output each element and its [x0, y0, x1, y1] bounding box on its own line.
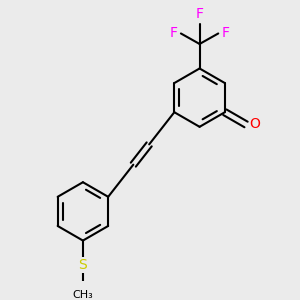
- Text: F: F: [170, 26, 178, 40]
- Text: S: S: [79, 258, 87, 272]
- Text: CH₃: CH₃: [73, 290, 93, 300]
- Text: O: O: [249, 118, 260, 131]
- Text: F: F: [196, 7, 204, 21]
- Text: F: F: [221, 26, 229, 40]
